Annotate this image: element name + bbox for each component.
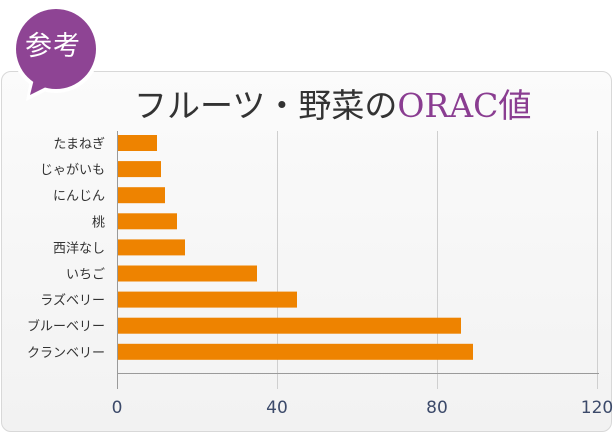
bar (118, 213, 177, 230)
bars (118, 135, 473, 360)
title-main: フルーツ・野菜の (134, 86, 398, 125)
category-label: クランベリー (27, 346, 105, 361)
bar (118, 317, 461, 334)
category-label: 西洋なし (53, 241, 105, 256)
x-tick-label: 80 (426, 398, 448, 418)
category-label: じゃがいも (40, 163, 105, 178)
bar (118, 343, 473, 360)
x-tick-label: 120 (581, 398, 613, 418)
x-tick-label: 40 (266, 398, 288, 418)
bar (118, 239, 185, 256)
category-label: ブルーベリー (27, 319, 105, 335)
x-tick-label: 0 (112, 398, 123, 418)
category-label: にんじん (53, 189, 105, 204)
badge-label: 参考 (25, 31, 81, 62)
bar (118, 135, 157, 151)
category-label: いちご (66, 267, 105, 283)
category-label: たまねぎ (53, 137, 105, 152)
title-accent: ORAC値 (397, 86, 532, 125)
chart-panel (1, 71, 612, 432)
bar (118, 265, 257, 282)
category-label: 桃 (92, 215, 105, 230)
x-tick-labels: 0 40 80 120 (112, 398, 614, 418)
bar (118, 161, 161, 178)
reference-badge (12, 5, 100, 101)
bar (118, 187, 165, 204)
category-label: ラズベリー (40, 293, 105, 309)
bar (118, 291, 297, 308)
chart-title: フルーツ・野菜のORAC値 (134, 84, 531, 128)
